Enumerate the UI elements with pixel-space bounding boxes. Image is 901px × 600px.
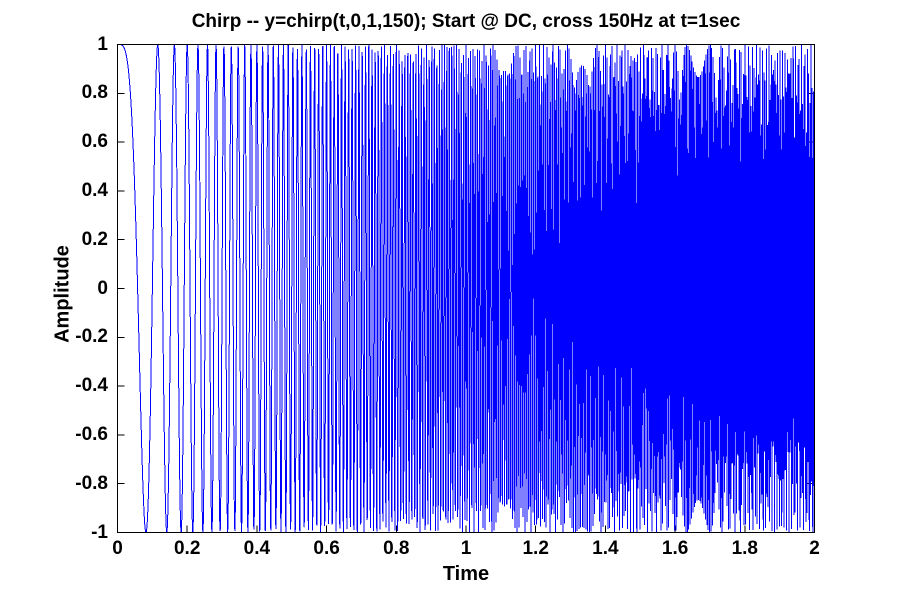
y-axis-label: Amplitude xyxy=(51,245,74,343)
x-tick-label: 0 xyxy=(112,538,123,559)
x-tick-label: 1 xyxy=(460,538,472,559)
x-tick-label: 0.2 xyxy=(173,538,201,559)
y-tick-label: -0.2 xyxy=(75,326,108,348)
x-tick-label: 1.6 xyxy=(661,538,689,559)
chirp-trace xyxy=(117,44,815,533)
y-tick-label: -1 xyxy=(91,521,108,543)
plot-area xyxy=(117,44,815,533)
plot-title: Chirp -- y=chirp(t,0,1,150); Start @ DC,… xyxy=(191,11,741,32)
y-tick-label: 0.6 xyxy=(81,131,108,153)
x-tick-label: 1.2 xyxy=(522,538,549,559)
y-tick-label: 1 xyxy=(97,33,108,55)
y-tick-label: 0.2 xyxy=(81,228,108,250)
y-tick-label: -0.6 xyxy=(75,423,108,445)
x-tick-label: 0.6 xyxy=(313,538,340,559)
x-axis-label: Time xyxy=(442,563,490,585)
y-tick-label: 0 xyxy=(97,277,108,299)
x-tick-label: 0.4 xyxy=(243,538,271,559)
axis-box xyxy=(117,44,815,533)
x-tick-label: 2 xyxy=(809,538,820,559)
x-tick-label: 1.4 xyxy=(592,538,619,559)
y-tick-label: 0.4 xyxy=(81,179,108,201)
x-tick-label: 1.8 xyxy=(731,538,759,559)
y-tick-label: -0.4 xyxy=(75,375,108,397)
y-tick-label: -0.8 xyxy=(75,472,108,494)
x-tick-label: 0.8 xyxy=(383,538,410,559)
y-tick-label: 0.8 xyxy=(81,82,108,104)
